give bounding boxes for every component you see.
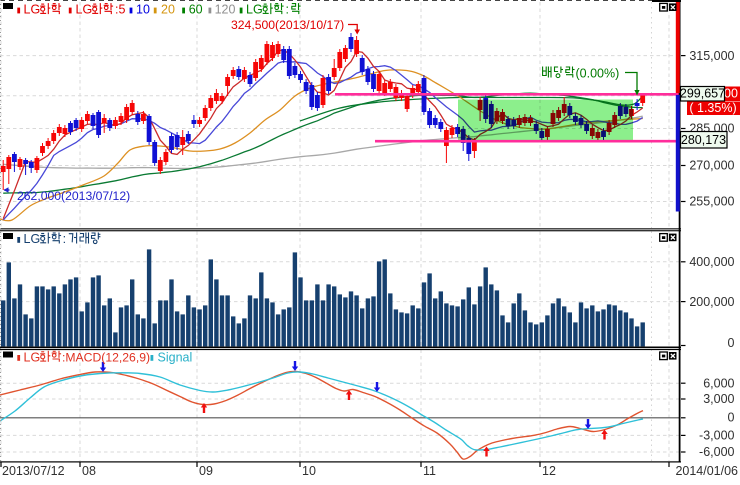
- svg-text:LG: LG: [24, 350, 41, 364]
- svg-text:( 1.35%): ( 1.35%): [689, 101, 736, 115]
- svg-text:200,000: 200,000: [689, 295, 734, 309]
- svg-text:10: 10: [302, 464, 316, 478]
- svg-text:20: 20: [161, 2, 175, 16]
- svg-text:2014/01/06: 2014/01/06: [675, 464, 738, 478]
- svg-text::: :: [63, 232, 66, 246]
- svg-text:-6,000: -6,000: [699, 445, 734, 459]
- svg-text:270,000: 270,000: [689, 159, 734, 173]
- svg-text:08: 08: [82, 464, 96, 478]
- svg-text:LG: LG: [76, 2, 93, 16]
- svg-text:00: 00: [724, 87, 738, 101]
- svg-text:2013/07/12: 2013/07/12: [2, 464, 65, 478]
- svg-text::: :: [286, 2, 289, 16]
- svg-text:315,000: 315,000: [689, 49, 734, 63]
- svg-text:LG: LG: [246, 2, 263, 16]
- svg-text:-3,000: -3,000: [699, 429, 734, 443]
- svg-text:400,000: 400,000: [689, 255, 734, 269]
- svg-text:Signal: Signal: [158, 350, 193, 364]
- svg-text:10: 10: [136, 2, 150, 16]
- svg-text:0: 0: [728, 411, 735, 425]
- svg-text:6,000: 6,000: [703, 376, 734, 390]
- svg-text:324,500(2013/10/17): 324,500(2013/10/17): [231, 18, 344, 32]
- svg-text:09: 09: [199, 464, 213, 478]
- svg-text:LG: LG: [24, 2, 41, 16]
- svg-text::MACD(12,26,9): :MACD(12,26,9): [62, 350, 150, 364]
- svg-text:3,000: 3,000: [703, 392, 734, 406]
- svg-text:255,000: 255,000: [689, 195, 734, 209]
- svg-text:12: 12: [542, 464, 556, 478]
- svg-text:(0.00%): (0.00%): [576, 67, 620, 81]
- svg-text:11: 11: [423, 464, 436, 478]
- svg-text:299,657: 299,657: [680, 87, 725, 101]
- svg-text:LG: LG: [24, 232, 41, 246]
- svg-text:280,173: 280,173: [681, 133, 726, 147]
- svg-text:0: 0: [728, 336, 735, 350]
- svg-text:60: 60: [189, 2, 203, 16]
- svg-text:262,000(2013/07/12): 262,000(2013/07/12): [17, 189, 130, 203]
- svg-text::5: :5: [115, 2, 125, 16]
- svg-text:120: 120: [215, 2, 236, 16]
